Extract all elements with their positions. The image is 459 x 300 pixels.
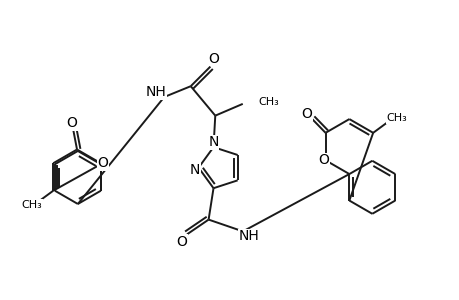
Text: NH: NH [238,229,259,243]
Text: CH₃: CH₃ [22,200,42,210]
Text: CH₃: CH₃ [258,97,279,107]
Text: O: O [318,153,328,167]
Text: N: N [189,163,199,177]
Text: O: O [176,235,187,249]
Text: O: O [97,156,108,170]
Text: CH₃: CH₃ [386,113,406,123]
Text: O: O [301,107,312,121]
Text: N: N [208,135,218,149]
Text: NH: NH [146,85,167,99]
Text: O: O [67,116,77,130]
Text: O: O [207,52,218,66]
